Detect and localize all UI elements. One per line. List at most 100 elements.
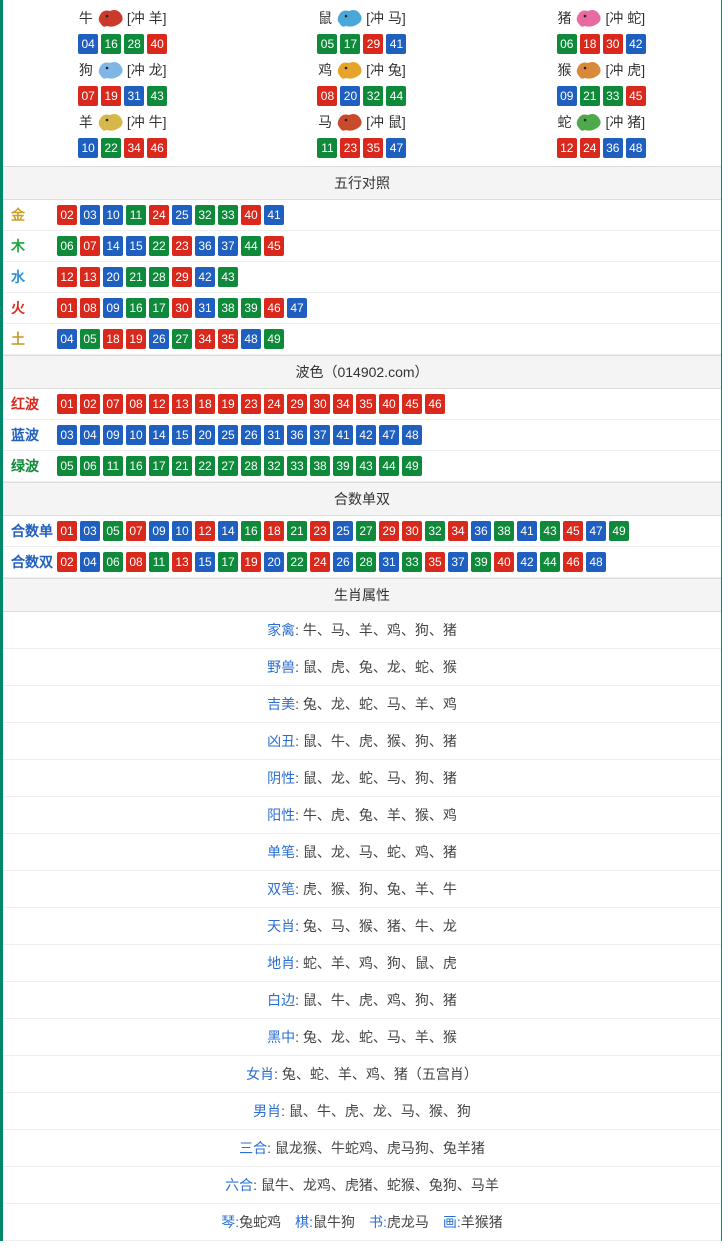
number-ball: 27 — [172, 329, 192, 349]
number-ball: 45 — [563, 521, 583, 541]
number-ball: 40 — [147, 34, 167, 54]
kv-row: 蓝波03040910141520252631363741424748 — [3, 420, 721, 451]
number-ball: 01 — [57, 394, 77, 414]
zodiac-numbers: 11233547 — [242, 138, 481, 158]
kv-label: 水 — [11, 267, 57, 287]
number-ball: 10 — [126, 425, 146, 445]
zodiac-cell: 猪[冲 蛇]06183042 — [482, 6, 721, 54]
zodiac-numbers: 09213345 — [482, 86, 721, 106]
attr-value: 鼠、牛、虎、鸡、狗、猪 — [303, 992, 457, 1008]
kv-label: 金 — [11, 205, 57, 225]
number-ball: 44 — [540, 552, 560, 572]
attr-value: 蛇、羊、鸡、狗、鼠、虎 — [303, 955, 457, 971]
number-ball: 24 — [264, 394, 284, 414]
attr-row: 天肖: 兔、马、猴、猪、牛、龙 — [3, 908, 721, 945]
zodiac-icon — [334, 6, 364, 30]
attr-sep: : — [295, 1029, 303, 1045]
number-ball: 04 — [80, 552, 100, 572]
kv-label: 绿波 — [11, 456, 57, 476]
attr-row: 单笔: 鼠、龙、马、蛇、鸡、猪 — [3, 834, 721, 871]
zodiac-icon — [95, 58, 125, 82]
number-ball: 46 — [264, 298, 284, 318]
number-ball: 07 — [103, 394, 123, 414]
kv-label: 土 — [11, 329, 57, 349]
number-ball: 04 — [78, 34, 98, 54]
kv-row: 木06071415222336374445 — [3, 231, 721, 262]
attr-key: 女肖 — [246, 1066, 274, 1082]
number-ball: 33 — [287, 456, 307, 476]
number-ball: 32 — [363, 86, 383, 106]
zodiac-numbers: 12243648 — [482, 138, 721, 158]
number-ball: 05 — [103, 521, 123, 541]
kv-row: 水1213202128294243 — [3, 262, 721, 293]
number-ball: 27 — [356, 521, 376, 541]
number-ball: 17 — [149, 456, 169, 476]
number-ball: 36 — [603, 138, 623, 158]
number-ball: 03 — [80, 205, 100, 225]
kv-label: 合数双 — [11, 552, 57, 572]
number-ball: 02 — [57, 552, 77, 572]
number-ball: 37 — [448, 552, 468, 572]
number-ball: 40 — [494, 552, 514, 572]
number-ball: 25 — [333, 521, 353, 541]
number-ball: 08 — [317, 86, 337, 106]
number-ball: 37 — [310, 425, 330, 445]
zodiac-numbers: 07193143 — [3, 86, 242, 106]
kv-label: 蓝波 — [11, 425, 57, 445]
number-ball: 07 — [80, 236, 100, 256]
number-ball: 18 — [195, 394, 215, 414]
number-ball: 28 — [356, 552, 376, 572]
number-ball: 19 — [241, 552, 261, 572]
number-ball: 28 — [241, 456, 261, 476]
number-ball: 09 — [557, 86, 577, 106]
zodiac-icon — [95, 6, 125, 30]
number-ball: 46 — [563, 552, 583, 572]
zodiac-name: 鸡 — [318, 60, 332, 80]
attr-key: 男肖 — [253, 1103, 281, 1119]
attr-row: 吉美: 兔、龙、蛇、马、羊、鸡 — [3, 686, 721, 723]
zodiac-numbers: 05172941 — [242, 34, 481, 54]
kv-numbers: 06071415222336374445 — [57, 236, 284, 256]
zodiac-name: 牛 — [79, 8, 93, 28]
number-ball: 21 — [287, 521, 307, 541]
zodiac-cell: 鼠[冲 马]05172941 — [242, 6, 481, 54]
number-ball: 48 — [626, 138, 646, 158]
zodiac-numbers: 08203244 — [242, 86, 481, 106]
number-ball: 17 — [149, 298, 169, 318]
number-ball: 24 — [149, 205, 169, 225]
number-ball: 41 — [386, 34, 406, 54]
number-ball: 43 — [540, 521, 560, 541]
number-ball: 26 — [241, 425, 261, 445]
zodiac-name: 马 — [318, 112, 332, 132]
attr-footer-key: 画: — [443, 1214, 461, 1230]
attr-row: 凶丑: 鼠、牛、虎、猴、狗、猪 — [3, 723, 721, 760]
number-ball: 29 — [363, 34, 383, 54]
kv-numbers: 03040910141520252631363741424748 — [57, 425, 422, 445]
zodiac-icon — [573, 6, 603, 30]
attr-footer-value: 羊猴猪 — [461, 1214, 503, 1230]
kv-row: 合数双0204060811131517192022242628313335373… — [3, 547, 721, 578]
number-ball: 38 — [494, 521, 514, 541]
number-ball: 49 — [264, 329, 284, 349]
number-ball: 22 — [195, 456, 215, 476]
attr-key: 单笔 — [267, 844, 295, 860]
number-ball: 32 — [195, 205, 215, 225]
number-ball: 42 — [626, 34, 646, 54]
number-ball: 35 — [425, 552, 445, 572]
shuxing-rows: 家禽: 牛、马、羊、鸡、狗、猪野兽: 鼠、虎、兔、龙、蛇、猴吉美: 兔、龙、蛇、… — [3, 612, 721, 1241]
zodiac-cell: 鸡[冲 兔]08203244 — [242, 58, 481, 106]
attr-sep: : — [295, 807, 303, 823]
zodiac-chong: [冲 羊] — [127, 8, 167, 28]
number-ball: 32 — [425, 521, 445, 541]
number-ball: 38 — [218, 298, 238, 318]
number-ball: 39 — [471, 552, 491, 572]
number-ball: 42 — [517, 552, 537, 572]
number-ball: 45 — [402, 394, 422, 414]
attr-sep: : — [295, 881, 303, 897]
number-ball: 19 — [101, 86, 121, 106]
number-ball: 35 — [356, 394, 376, 414]
number-ball: 06 — [103, 552, 123, 572]
number-ball: 46 — [425, 394, 445, 414]
attr-footer-value: 虎龙马 — [387, 1214, 429, 1230]
attr-value: 兔、龙、蛇、马、羊、鸡 — [303, 696, 457, 712]
